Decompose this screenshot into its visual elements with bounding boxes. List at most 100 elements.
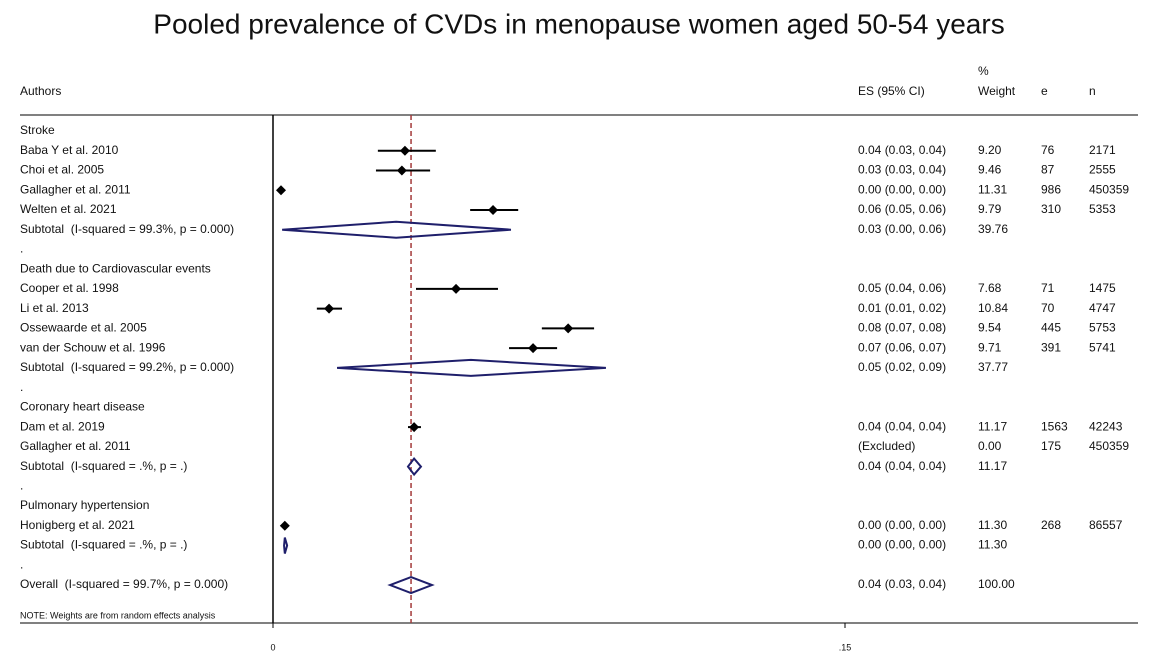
pooled-diamond — [387, 575, 435, 595]
header-n: n — [1089, 84, 1096, 98]
row-weight: 9.54 — [978, 321, 1002, 335]
point-estimate — [399, 145, 410, 156]
row-es-label: 0.00 (0.00, 0.00) — [858, 518, 946, 532]
row-e: 1563 — [1041, 419, 1068, 433]
row-label: . — [20, 380, 23, 394]
row-label: Pulmonary hypertension — [20, 498, 149, 512]
row-es-label: 0.00 (0.00, 0.00) — [858, 182, 946, 196]
row-weight: 11.31 — [978, 182, 1007, 196]
row-label: Baba Y et al. 2010 — [20, 143, 119, 157]
row-weight: 11.17 — [978, 419, 1007, 433]
pooled-diamond — [337, 358, 606, 377]
row-n: 450359 — [1089, 182, 1129, 196]
row-e: 70 — [1041, 301, 1055, 315]
row-e: 71 — [1041, 281, 1055, 295]
row-label: Gallagher et al. 2011 — [20, 439, 131, 453]
row-label: Li et al. 2013 — [20, 301, 89, 315]
row-n: 42243 — [1089, 419, 1123, 433]
row-n: 5741 — [1089, 340, 1116, 354]
row-weight: 39.76 — [978, 222, 1008, 236]
header-e: e — [1041, 84, 1048, 98]
row-es-label: 0.01 (0.01, 0.02) — [858, 301, 946, 315]
row-label: . — [20, 478, 23, 492]
pooled-diamond — [282, 220, 512, 239]
row-weight: 0.00 — [978, 439, 1002, 453]
row-weight: 37.77 — [978, 360, 1008, 374]
row-es-label: (Excluded) — [858, 439, 915, 453]
x-tick-label: .15 — [839, 642, 852, 651]
point-estimate — [451, 283, 462, 294]
row-label: Gallagher et al. 2011 — [20, 182, 131, 196]
row-label: Honigberg et al. 2021 — [20, 518, 135, 532]
row-weight: 11.30 — [978, 518, 1007, 532]
pooled-diamond — [283, 537, 289, 554]
row-es-label: 0.03 (0.00, 0.06) — [858, 222, 946, 236]
row-label: Ossewaarde et al. 2005 — [20, 321, 147, 335]
row-n: 450359 — [1089, 439, 1129, 453]
row-weight: 9.79 — [978, 202, 1002, 216]
row-e: 268 — [1041, 518, 1061, 532]
row-label: Dam et al. 2019 — [20, 419, 105, 433]
row-es-label: 0.06 (0.05, 0.06) — [858, 202, 946, 216]
row-e: 175 — [1041, 439, 1061, 453]
chart-title: Pooled prevalence of CVDs in menopause w… — [153, 8, 1004, 39]
point-estimate — [396, 165, 407, 176]
row-weight: 10.84 — [978, 301, 1008, 315]
x-tick-label: 0 — [270, 642, 275, 651]
row-es-label: 0.08 (0.07, 0.08) — [858, 321, 946, 335]
row-label: Cooper et al. 1998 — [20, 281, 119, 295]
row-weight: 11.17 — [978, 459, 1007, 473]
point-estimate — [324, 303, 335, 314]
row-weight: 9.46 — [978, 163, 1002, 177]
point-estimate — [409, 422, 420, 433]
row-label: . — [20, 242, 23, 256]
row-n: 86557 — [1089, 518, 1123, 532]
row-es-label: 0.04 (0.03, 0.04) — [858, 577, 946, 591]
row-n: 1475 — [1089, 281, 1116, 295]
row-label: Welten et al. 2021 — [20, 202, 117, 216]
row-label: Subtotal (I-squared = 99.3%, p = 0.000) — [20, 222, 234, 236]
row-e: 986 — [1041, 182, 1061, 196]
pooled-diamond — [406, 456, 423, 477]
row-label: Coronary heart disease — [20, 400, 145, 414]
row-label: Subtotal (I-squared = 99.2%, p = 0.000) — [20, 360, 234, 374]
row-label: Death due to Cardiovascular events — [20, 261, 211, 275]
point-estimate — [563, 323, 574, 334]
row-es-label: 0.03 (0.03, 0.04) — [858, 163, 946, 177]
row-label: Subtotal (I-squared = .%, p = .) — [20, 538, 187, 552]
note: NOTE: Weights are from random effects an… — [20, 610, 216, 620]
row-es-label: 0.07 (0.06, 0.07) — [858, 340, 946, 354]
row-weight: 11.30 — [978, 538, 1007, 552]
row-label: Subtotal (I-squared = .%, p = .) — [20, 459, 187, 473]
row-e: 391 — [1041, 340, 1061, 354]
point-estimate — [279, 520, 290, 531]
point-estimate — [276, 185, 287, 196]
row-label: Choi et al. 2005 — [20, 163, 104, 177]
row-es-label: 0.04 (0.03, 0.04) — [858, 143, 946, 157]
header-es: ES (95% CI) — [858, 84, 925, 98]
row-e: 76 — [1041, 143, 1055, 157]
row-es-label: 0.00 (0.00, 0.00) — [858, 538, 946, 552]
row-n: 2171 — [1089, 143, 1116, 157]
row-label: . — [20, 557, 23, 571]
row-weight: 9.20 — [978, 143, 1002, 157]
header-weight: Weight — [978, 84, 1016, 98]
point-estimate — [488, 204, 499, 215]
header-weight: % — [978, 64, 989, 78]
row-label: Overall (I-squared = 99.7%, p = 0.000) — [20, 577, 228, 591]
row-es-label: 0.05 (0.04, 0.06) — [858, 281, 946, 295]
row-label: Stroke — [20, 123, 55, 137]
row-e: 87 — [1041, 163, 1055, 177]
row-n: 4747 — [1089, 301, 1116, 315]
row-e: 445 — [1041, 321, 1061, 335]
row-weight: 7.68 — [978, 281, 1002, 295]
row-weight: 100.00 — [978, 577, 1015, 591]
header-authors: Authors — [20, 84, 61, 98]
row-es-label: 0.04 (0.04, 0.04) — [858, 459, 946, 473]
row-weight: 9.71 — [978, 340, 1002, 354]
row-label: van der Schouw et al. 1996 — [20, 340, 166, 354]
point-estimate — [528, 343, 539, 354]
row-es-label: 0.05 (0.02, 0.09) — [858, 360, 946, 374]
row-n: 5353 — [1089, 202, 1116, 216]
